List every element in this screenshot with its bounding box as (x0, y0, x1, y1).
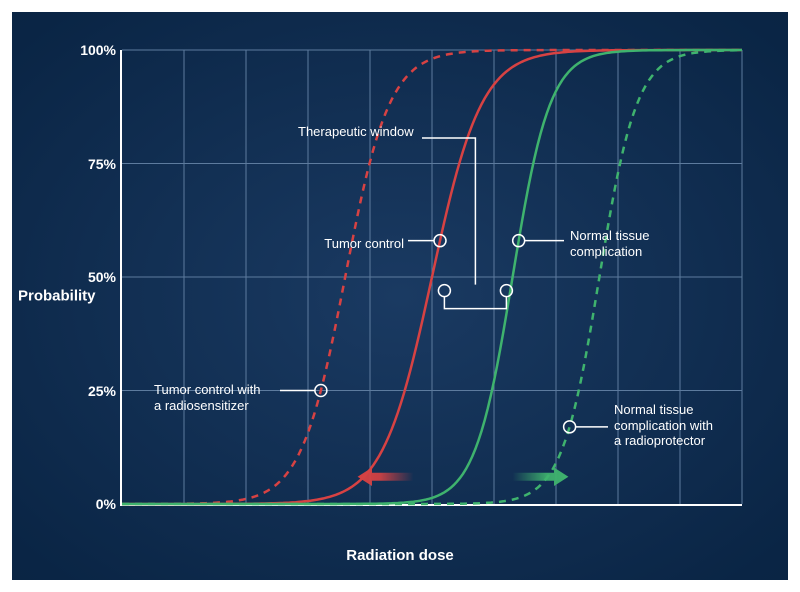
arrow-right (513, 468, 569, 486)
label-ntc-protector-l1: Normal tissue (614, 402, 693, 417)
ytick-75: 75% (24, 156, 116, 172)
x-axis-title: Radiation dose (346, 547, 454, 564)
label-tumor-control: Tumor control (294, 236, 404, 252)
ytick-25: 25% (24, 383, 116, 399)
label-ntc-protector: Normal tissue complication with a radiop… (614, 402, 713, 449)
label-ntc-protector-l3: a radioprotector (614, 433, 705, 448)
ytick-50: 50% (24, 269, 116, 285)
callouts-group (280, 138, 608, 433)
label-tumor-sensitizer-l1: Tumor control with (154, 382, 260, 397)
label-ntc-l1: Normal tissuecomplication (570, 228, 649, 259)
chart-frame: 100% 75% 50% 25% 0% Probability Radiatio… (12, 12, 788, 580)
arrows-group (358, 468, 569, 486)
therapeutic-bracket (444, 297, 506, 309)
label-ntc-text: Normal tissuecomplication (570, 228, 649, 259)
label-ntc-protector-l2: complication with (614, 418, 713, 433)
y-axis-title: Probability (18, 288, 96, 305)
ytick-100: 100% (24, 42, 116, 58)
marker-therapeutic-left (438, 285, 450, 297)
callout-therapeutic (422, 138, 475, 285)
arrow-left (358, 468, 414, 486)
ytick-0: 0% (24, 496, 116, 512)
label-tumor-sensitizer-l2: a radiosensitizer (154, 398, 249, 413)
plot-area: Therapeutic window Tumor control Normal … (120, 50, 742, 506)
label-tumor-sensitizer: Tumor control with a radiosensitizer (154, 382, 260, 413)
label-therapeutic-window: Therapeutic window (298, 124, 414, 140)
